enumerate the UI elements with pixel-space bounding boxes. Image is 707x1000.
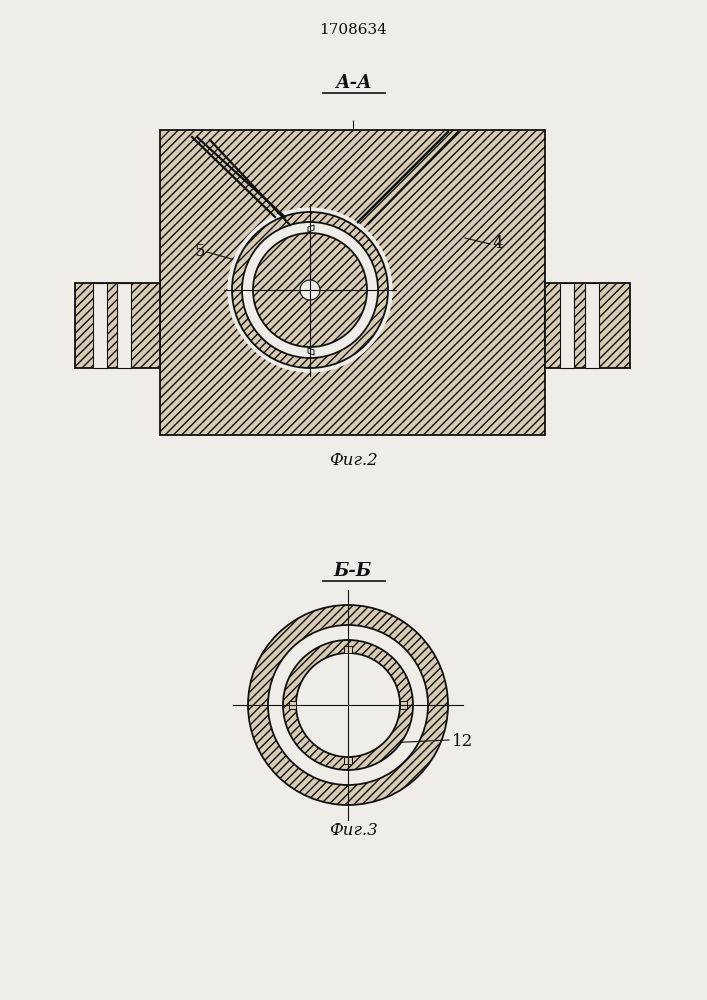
- Polygon shape: [117, 283, 131, 368]
- Circle shape: [242, 222, 378, 358]
- Circle shape: [268, 625, 428, 785]
- Polygon shape: [308, 348, 314, 355]
- Polygon shape: [560, 283, 574, 368]
- Circle shape: [232, 212, 388, 368]
- Circle shape: [300, 280, 320, 300]
- Text: Б-Б: Б-Б: [334, 562, 372, 580]
- Circle shape: [228, 208, 392, 372]
- Polygon shape: [93, 283, 107, 368]
- Text: 4: 4: [492, 235, 503, 252]
- Text: Фиг.2: Фиг.2: [329, 452, 378, 469]
- Circle shape: [296, 653, 400, 757]
- Polygon shape: [585, 283, 599, 368]
- Polygon shape: [545, 283, 630, 368]
- Polygon shape: [289, 701, 296, 709]
- Text: 12: 12: [452, 734, 473, 750]
- Circle shape: [253, 233, 367, 347]
- Polygon shape: [75, 283, 160, 368]
- Text: 1708634: 1708634: [319, 23, 387, 37]
- Polygon shape: [344, 646, 352, 653]
- Text: А-А: А-А: [334, 74, 371, 92]
- Polygon shape: [344, 757, 352, 764]
- Circle shape: [283, 640, 413, 770]
- Polygon shape: [160, 130, 545, 435]
- Circle shape: [248, 605, 448, 805]
- Text: Фиг.3: Фиг.3: [329, 822, 378, 839]
- Polygon shape: [308, 225, 314, 232]
- Polygon shape: [400, 701, 407, 709]
- Text: 5: 5: [194, 243, 205, 260]
